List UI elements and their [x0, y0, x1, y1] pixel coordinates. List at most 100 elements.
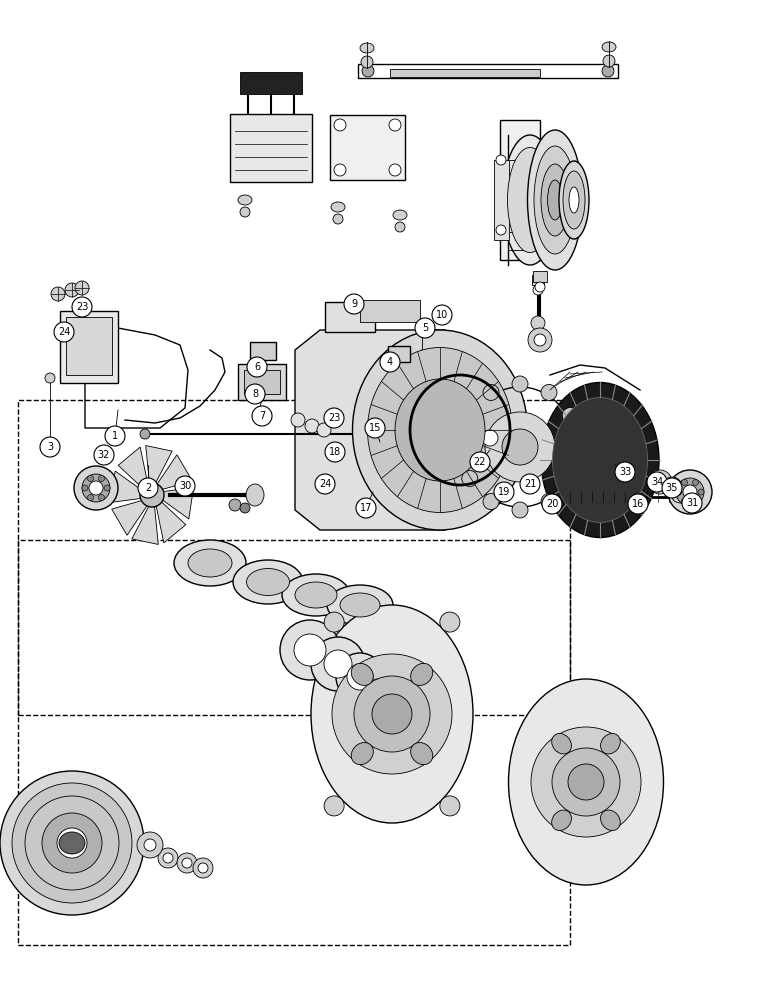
- Text: 30: 30: [179, 481, 191, 491]
- Text: 23: 23: [328, 413, 340, 423]
- Circle shape: [542, 494, 562, 514]
- Polygon shape: [156, 455, 192, 490]
- Circle shape: [182, 858, 192, 868]
- Text: 4: 4: [387, 357, 393, 367]
- Circle shape: [682, 499, 688, 505]
- Ellipse shape: [601, 733, 620, 754]
- Circle shape: [483, 384, 499, 400]
- Ellipse shape: [393, 210, 407, 220]
- Circle shape: [344, 294, 364, 314]
- Circle shape: [324, 796, 344, 816]
- Ellipse shape: [174, 540, 246, 586]
- Bar: [532, 275, 544, 285]
- Circle shape: [104, 485, 110, 491]
- Circle shape: [372, 694, 412, 734]
- Text: 6: 6: [254, 362, 260, 372]
- Circle shape: [324, 408, 344, 428]
- Bar: [66, 317, 112, 375]
- Ellipse shape: [351, 743, 374, 765]
- Ellipse shape: [601, 810, 620, 831]
- Text: 15: 15: [369, 423, 381, 433]
- Ellipse shape: [559, 161, 589, 239]
- Circle shape: [662, 478, 682, 498]
- Circle shape: [682, 493, 702, 513]
- Circle shape: [533, 285, 543, 295]
- Circle shape: [647, 472, 667, 492]
- Circle shape: [280, 620, 340, 680]
- Circle shape: [496, 155, 506, 165]
- Text: 34: 34: [651, 477, 663, 487]
- Text: 24: 24: [58, 327, 70, 337]
- Circle shape: [87, 495, 93, 501]
- Polygon shape: [500, 120, 540, 260]
- Bar: [325, 302, 375, 332]
- Circle shape: [361, 56, 373, 68]
- Circle shape: [247, 357, 267, 377]
- Ellipse shape: [367, 348, 513, 512]
- Bar: [494, 160, 509, 240]
- Circle shape: [512, 502, 528, 518]
- Circle shape: [552, 748, 620, 816]
- Ellipse shape: [246, 568, 290, 595]
- Circle shape: [82, 474, 110, 502]
- Ellipse shape: [340, 593, 380, 617]
- Circle shape: [317, 423, 331, 437]
- Bar: [240, 72, 302, 94]
- Ellipse shape: [327, 585, 393, 625]
- Circle shape: [305, 419, 319, 433]
- Ellipse shape: [360, 43, 374, 53]
- Ellipse shape: [602, 42, 616, 52]
- Ellipse shape: [351, 663, 374, 685]
- Circle shape: [332, 654, 452, 774]
- Ellipse shape: [569, 187, 579, 213]
- Circle shape: [534, 334, 546, 346]
- Circle shape: [698, 489, 704, 495]
- Circle shape: [483, 494, 499, 510]
- Circle shape: [40, 437, 60, 457]
- Circle shape: [334, 119, 346, 131]
- Circle shape: [470, 452, 490, 472]
- Polygon shape: [358, 64, 618, 78]
- Text: 19: 19: [498, 487, 510, 497]
- Text: 35: 35: [665, 483, 678, 493]
- Circle shape: [482, 430, 498, 446]
- Ellipse shape: [311, 605, 473, 823]
- Circle shape: [528, 328, 552, 352]
- Polygon shape: [110, 471, 144, 502]
- Ellipse shape: [233, 560, 303, 604]
- Circle shape: [531, 727, 641, 837]
- Circle shape: [676, 478, 704, 506]
- Text: 22: 22: [474, 457, 486, 467]
- Circle shape: [138, 478, 158, 498]
- Bar: [360, 300, 420, 322]
- Circle shape: [229, 499, 241, 511]
- Ellipse shape: [188, 549, 232, 577]
- Circle shape: [193, 858, 213, 878]
- Circle shape: [45, 373, 55, 383]
- Ellipse shape: [541, 164, 569, 236]
- Circle shape: [57, 828, 87, 858]
- Circle shape: [82, 485, 88, 491]
- Circle shape: [615, 462, 635, 482]
- Circle shape: [462, 408, 478, 424]
- Bar: [390, 69, 540, 77]
- Polygon shape: [160, 488, 194, 519]
- Circle shape: [99, 475, 104, 481]
- Text: 5: 5: [422, 323, 428, 333]
- Circle shape: [291, 413, 305, 427]
- Polygon shape: [146, 446, 172, 485]
- Circle shape: [325, 442, 345, 462]
- Circle shape: [692, 499, 699, 505]
- Ellipse shape: [507, 147, 553, 252]
- Text: 32: 32: [98, 450, 110, 460]
- Circle shape: [535, 282, 545, 292]
- Text: 20: 20: [546, 499, 558, 509]
- Ellipse shape: [672, 491, 690, 503]
- Ellipse shape: [59, 832, 85, 854]
- Circle shape: [240, 503, 250, 513]
- Ellipse shape: [395, 379, 485, 481]
- Text: 7: 7: [259, 411, 265, 421]
- Circle shape: [520, 474, 540, 494]
- Circle shape: [380, 352, 400, 372]
- Bar: [250, 342, 276, 360]
